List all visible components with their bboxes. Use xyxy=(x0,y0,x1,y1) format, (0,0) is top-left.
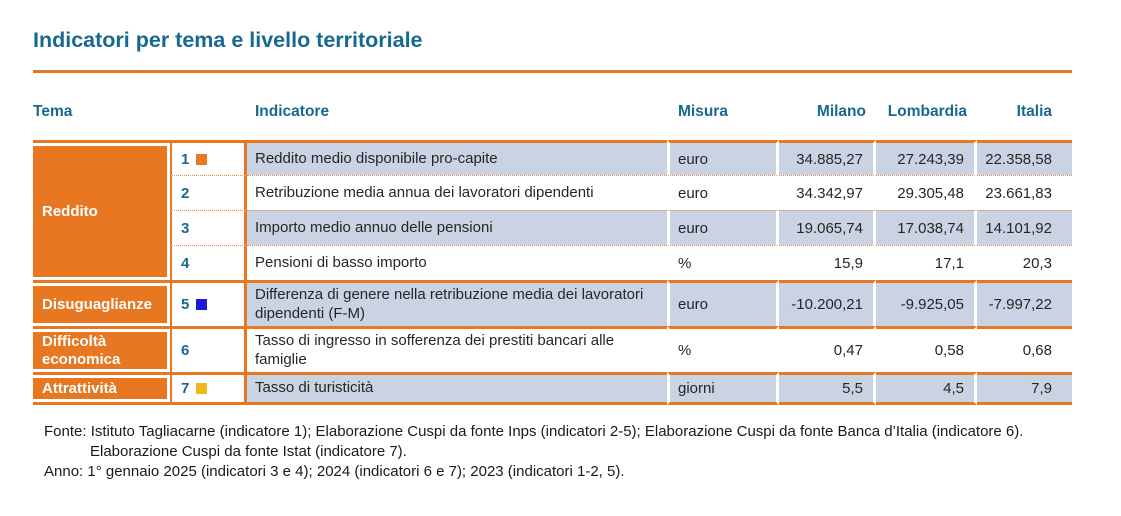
table-row: 2 Retribuzione media annua dei lavorator… xyxy=(33,175,1072,210)
measure-cell: % xyxy=(667,326,779,372)
page-title: Indicatori per tema e livello territoria… xyxy=(33,28,423,52)
indicator-name: Pensioni di basso importo xyxy=(247,245,667,280)
table-header-row: Tema Indicatore Misura Milano Lombardia … xyxy=(33,73,1072,140)
year-note: Anno: 1° gennaio 2025 (indicatori 3 e 4)… xyxy=(44,463,625,480)
value-lombardia: 4,5 xyxy=(876,372,977,405)
indicator-7-marker-icon xyxy=(196,383,208,394)
indicator-number-cell: 7 xyxy=(170,372,247,405)
theme-cell-attrattivita: Attrattività xyxy=(33,372,170,405)
indicator-name: Differenza di genere nella retribuzione … xyxy=(247,280,667,326)
source-notes: Fonte: Istituto Tagliacarne (indicatore … xyxy=(33,422,1121,482)
value-lombardia: 27.243,39 xyxy=(876,140,977,175)
value-milano: -10.200,21 xyxy=(779,280,876,326)
value-italia: 22.358,58 xyxy=(977,140,1072,175)
measure-cell: euro xyxy=(667,210,779,245)
source-note-line2: Elaborazione Cuspi da fonte Istat (indic… xyxy=(90,443,407,460)
indicator-name: Importo medio annuo delle pensioni xyxy=(247,210,667,245)
title-divider xyxy=(33,70,1072,73)
theme-label: Attrattività xyxy=(33,378,167,399)
indicator-number-cell: 5 xyxy=(170,280,247,326)
table-row: Disuguaglianze 5 Differenza di genere ne… xyxy=(33,280,1072,326)
indicator-5-marker-icon xyxy=(196,299,208,310)
value-lombardia: 17,1 xyxy=(876,245,977,280)
value-italia: 14.101,92 xyxy=(977,210,1072,245)
value-milano: 5,5 xyxy=(779,372,876,405)
theme-label: Difficoltà economica xyxy=(33,332,167,369)
value-lombardia: 0,58 xyxy=(876,326,977,372)
indicator-number: 1 xyxy=(181,150,190,168)
value-milano: 34.885,27 xyxy=(779,140,876,175)
value-italia: 7,9 xyxy=(977,372,1072,405)
column-header-lombardia: Lombardia xyxy=(876,73,977,140)
column-header-italia: Italia xyxy=(977,73,1072,140)
indicator-number-cell: 6 xyxy=(170,326,247,372)
column-header-tema: Tema xyxy=(33,73,170,140)
indicator-name: Tasso di ingresso in sofferenza dei pres… xyxy=(247,326,667,372)
value-lombardia: -9.925,05 xyxy=(876,280,977,326)
indicator-number-cell: 4 xyxy=(170,245,247,280)
value-italia: -7.997,22 xyxy=(977,280,1072,326)
indicator-number: 7 xyxy=(181,380,190,397)
indicator-number: 6 xyxy=(181,342,190,359)
indicator-name: Tasso di turisticità xyxy=(247,372,667,405)
value-milano: 0,47 xyxy=(779,326,876,372)
table-row: Reddito 1 Reddito medio disponibile pro-… xyxy=(33,140,1072,280)
value-lombardia: 17.038,74 xyxy=(876,210,977,245)
measure-cell: euro xyxy=(667,280,779,326)
table-row: 4 Pensioni di basso importo % 15,9 17,1 … xyxy=(33,245,1072,280)
indicator-name: Retribuzione media annua dei lavoratori … xyxy=(247,175,667,210)
value-lombardia: 29.305,48 xyxy=(876,175,977,210)
measure-cell: euro xyxy=(667,175,779,210)
column-header-num xyxy=(170,73,247,140)
indicator-name: Reddito medio disponibile pro-capite xyxy=(247,140,667,175)
column-header-indicatore: Indicatore xyxy=(247,73,667,140)
column-header-misura: Misura xyxy=(667,73,779,140)
theme-label: Reddito xyxy=(33,146,167,277)
value-italia: 20,3 xyxy=(977,245,1072,280)
column-header-milano: Milano xyxy=(779,73,876,140)
value-milano: 19.065,74 xyxy=(779,210,876,245)
value-italia: 23.661,83 xyxy=(977,175,1072,210)
indicator-number: 5 xyxy=(181,296,190,313)
value-milano: 34.342,97 xyxy=(779,175,876,210)
table-row: Attrattività 7 Tasso di turisticità gior… xyxy=(33,372,1072,405)
measure-cell: euro xyxy=(667,140,779,175)
theme-cell-reddito: Reddito xyxy=(33,140,170,280)
measure-cell: giorni xyxy=(667,372,779,405)
indicator-number-cell: 2 xyxy=(170,175,247,210)
measure-cell: % xyxy=(667,245,779,280)
value-milano: 15,9 xyxy=(779,245,876,280)
theme-label: Disuguaglianze xyxy=(33,286,167,323)
indicators-table: Tema Indicatore Misura Milano Lombardia … xyxy=(33,73,1072,405)
source-note-line1: Fonte: Istituto Tagliacarne (indicatore … xyxy=(44,423,1024,440)
indicator-number-cell: 1 xyxy=(170,140,247,175)
indicator-number: 2 xyxy=(181,184,190,202)
value-italia: 0,68 xyxy=(977,326,1072,372)
table-row: 3 Importo medio annuo delle pensioni eur… xyxy=(33,210,1072,245)
indicator-number: 3 xyxy=(181,219,190,237)
indicator-1-marker-icon xyxy=(196,153,208,165)
indicator-number: 4 xyxy=(181,254,190,272)
table-row: Difficoltà economica 6 Tasso di ingresso… xyxy=(33,326,1072,372)
indicator-number-cell: 3 xyxy=(170,210,247,245)
theme-cell-disuguaglianze: Disuguaglianze xyxy=(33,280,170,326)
theme-cell-difficolta-economica: Difficoltà economica xyxy=(33,326,170,372)
